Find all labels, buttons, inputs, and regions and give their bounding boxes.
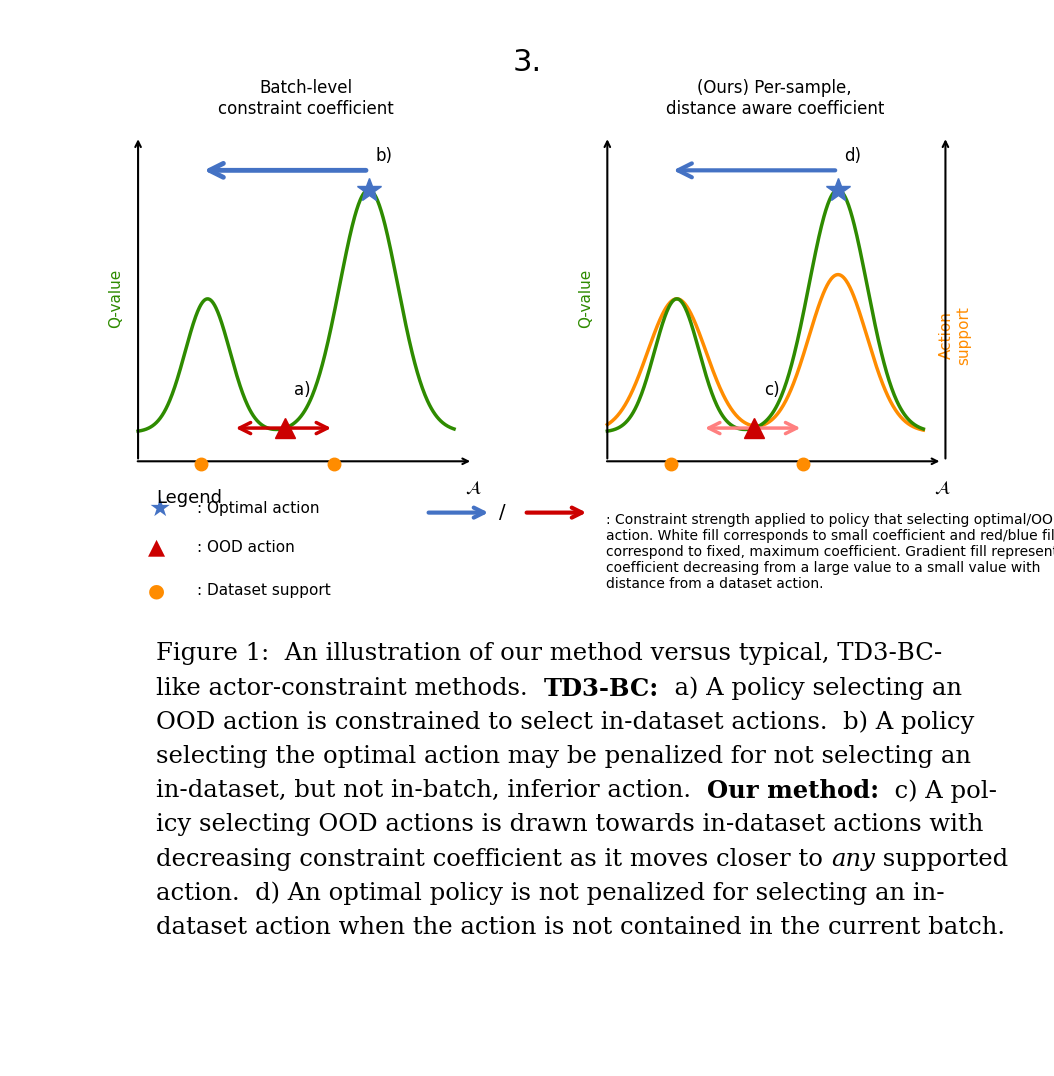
Text: c): c) <box>764 381 779 399</box>
Text: dataset action when the action is not contained in the current batch.: dataset action when the action is not co… <box>156 916 1006 939</box>
Text: icy selecting OOD actions is drawn towards in-dataset actions with: icy selecting OOD actions is drawn towar… <box>156 813 983 836</box>
Text: action.  d) An optimal policy is not penalized for selecting an in-: action. d) An optimal policy is not pena… <box>156 882 944 905</box>
Text: /: / <box>500 504 506 522</box>
Text: : Constraint strength applied to policy that selecting optimal/OOD
action. White: : Constraint strength applied to policy … <box>605 512 1054 592</box>
Text: : Optimal action: : Optimal action <box>197 501 319 516</box>
Text: decreasing constraint coefficient as it moves closer to: decreasing constraint coefficient as it … <box>156 848 831 870</box>
Text: $\mathcal{A}$: $\mathcal{A}$ <box>465 478 482 496</box>
Text: any: any <box>831 848 875 870</box>
Text: in-dataset, but not in-batch, inferior action.: in-dataset, but not in-batch, inferior a… <box>156 779 707 803</box>
Text: TD3-BC:: TD3-BC: <box>544 677 659 700</box>
Text: b): b) <box>375 147 392 166</box>
Text: Action
support: Action support <box>939 306 971 365</box>
Text: supported: supported <box>875 848 1008 870</box>
Text: d): d) <box>844 147 861 166</box>
Text: Q-value: Q-value <box>109 269 123 328</box>
Text: Q-value: Q-value <box>578 269 592 328</box>
Text: ●: ● <box>148 581 165 600</box>
Title: (Ours) Per-sample,
distance aware coefficient: (Ours) Per-sample, distance aware coeffi… <box>666 80 884 118</box>
Text: Our method:: Our method: <box>707 779 879 803</box>
Text: a) A policy selecting an: a) A policy selecting an <box>659 677 961 700</box>
Text: ▲: ▲ <box>148 538 165 557</box>
Text: OOD action is constrained to select in-dataset actions.  b) A policy: OOD action is constrained to select in-d… <box>156 711 975 734</box>
Text: ★: ★ <box>148 497 171 521</box>
Text: $\mathcal{A}$: $\mathcal{A}$ <box>934 478 951 496</box>
Text: a): a) <box>294 381 311 399</box>
Text: 3.: 3. <box>512 48 542 77</box>
Text: like actor-constraint methods.: like actor-constraint methods. <box>156 677 544 699</box>
Text: Legend: Legend <box>156 490 222 507</box>
Text: : Dataset support: : Dataset support <box>197 583 331 598</box>
Text: : OOD action: : OOD action <box>197 540 295 555</box>
Text: selecting the optimal action may be penalized for not selecting an: selecting the optimal action may be pena… <box>156 745 971 768</box>
Title: Batch-level
constraint coefficient: Batch-level constraint coefficient <box>218 80 393 118</box>
Text: Figure 1:  An illustration of our method versus typical, TD3-BC-: Figure 1: An illustration of our method … <box>156 642 942 665</box>
Text: c) A pol-: c) A pol- <box>879 779 997 803</box>
